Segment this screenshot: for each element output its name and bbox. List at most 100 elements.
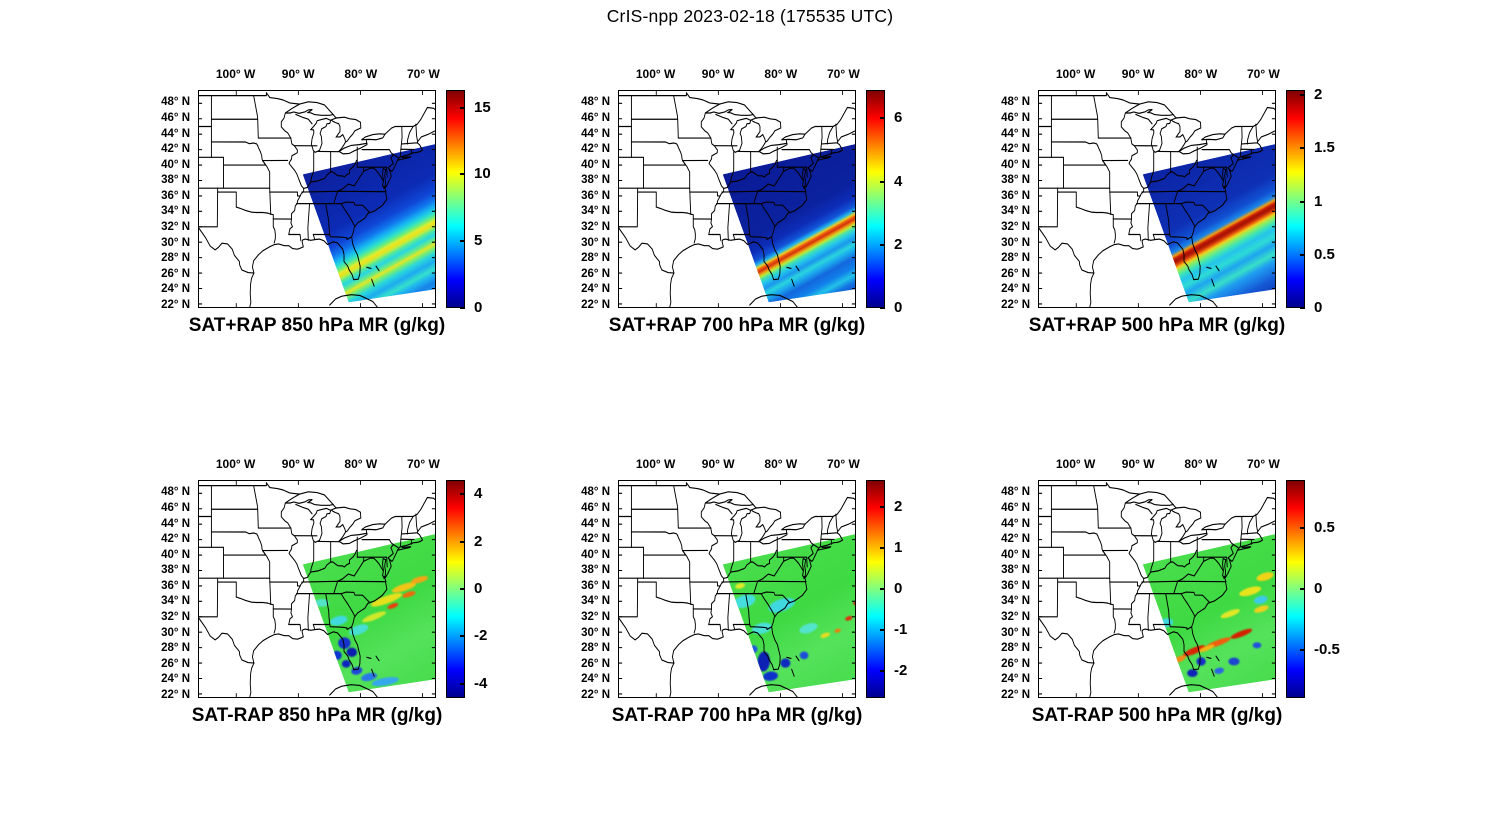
map-boundary-line (1178, 531, 1187, 542)
map-boundary-line (677, 535, 683, 552)
map-boundary-line (1237, 546, 1252, 551)
latitude-tick-label: 22° N (1001, 298, 1030, 311)
map-boundary-line (619, 227, 675, 274)
longitude-tick-label: 80° W (344, 67, 378, 81)
colorbar-tick-label: 0.5 (1314, 519, 1335, 537)
latitude-tick-label: 48° N (581, 96, 610, 109)
map-boundary-line (401, 532, 418, 535)
map-boundary-line (655, 206, 692, 215)
latitude-tick-label: 28° N (1001, 252, 1030, 265)
map-boundary-line (1109, 581, 1141, 587)
colorbar-tick-label: 0 (1314, 299, 1323, 316)
map-boundary-line (210, 531, 259, 537)
axis-tick-marks (199, 91, 435, 307)
lake-outline (1149, 507, 1172, 543)
latitude-tick-label: 36° N (581, 579, 610, 592)
map-boundary-line (723, 549, 778, 580)
latitude-tick-label: 36° N (161, 579, 190, 592)
lake-outline (758, 142, 788, 155)
map-boundary-line (1150, 151, 1155, 183)
panel-title: SAT+RAP 850 hPa MR (g/kg) (188, 315, 446, 336)
map-boundary-line (1226, 166, 1228, 178)
colorbar-tick-label: 2 (894, 235, 903, 253)
latitude-tick-label: 36° N (1001, 189, 1030, 202)
map-boundary-line (337, 560, 365, 582)
colorbar-tick-label: -2 (474, 627, 488, 645)
map-boundary-line (333, 580, 339, 595)
map-boundary-line (329, 623, 353, 631)
map-boundary-line (1222, 557, 1227, 578)
map-boundary-line (1109, 187, 1112, 215)
map-boundary-line (1222, 167, 1227, 188)
map-boundary-line (262, 550, 271, 579)
colorbar-tick-label: 6 (894, 109, 903, 127)
map-boundary-line (630, 531, 679, 537)
lake-outline (758, 532, 788, 545)
lake-outline (285, 491, 335, 506)
panel-sat-minus-rap-700: 100° W 90° W 80° W 70° W 48° N 46° N 44° N 42°… (550, 445, 930, 745)
latitude-tick-label: 42° N (1001, 143, 1030, 156)
map-boundary-line (392, 543, 399, 549)
latitude-tick-label: 22° N (581, 298, 610, 311)
map-axes (198, 90, 436, 308)
satellite-swath (302, 142, 435, 303)
latitude-tick-label: 30° N (1001, 236, 1030, 249)
map-boundary-line (386, 556, 388, 568)
longitude-tick-label: 90° W (701, 457, 735, 471)
axis-tick-marks (619, 91, 855, 307)
map-boundary-line (1180, 201, 1210, 213)
longitude-tick-label: 100° W (215, 457, 256, 471)
map-boundary-line (312, 623, 315, 630)
map-boundary-line (1110, 603, 1116, 634)
map-boundary-line (1128, 623, 1142, 632)
lake-outline (285, 101, 335, 116)
map-boundary-line (1240, 125, 1243, 157)
lake-outline (1125, 101, 1175, 116)
map-boundary-line (310, 541, 315, 573)
map-boundary-line (1089, 520, 1275, 697)
map-boundary-line (826, 515, 834, 535)
map-axes (618, 480, 856, 698)
map-boundary-line (730, 541, 735, 573)
map-boundary-line (1147, 593, 1151, 631)
map-boundary-line (400, 515, 403, 547)
latitude-tick-label: 40° N (1001, 158, 1030, 171)
map-boundary-line (1211, 278, 1215, 287)
map-boundary-line (752, 503, 757, 509)
lake-outline (729, 117, 752, 153)
map-boundary-line (708, 623, 722, 632)
map-boundary-line (835, 513, 838, 532)
map-boundary-line (783, 557, 804, 571)
map-boundary-line (753, 190, 759, 205)
map-boundary-line (280, 502, 292, 529)
map-boundary-line (1169, 684, 1218, 697)
map-boundary-line (821, 142, 838, 145)
map-boundary-line (332, 113, 337, 119)
map-boundary-line (303, 549, 358, 580)
map-boundary-line (1224, 106, 1275, 135)
map-boundary-line (806, 556, 808, 568)
longitude-tick-label: 100° W (635, 457, 676, 471)
latitude-tick-label: 28° N (581, 642, 610, 655)
map-boundary-line (1246, 125, 1254, 145)
map-boundary-line (1172, 113, 1177, 119)
latitude-tick-label: 24° N (1001, 673, 1030, 686)
latitude-tick-label: 44° N (161, 127, 190, 140)
axis-tick-marks (199, 481, 435, 697)
map-boundary-line (673, 95, 679, 139)
map-boundary-line (619, 617, 675, 664)
map-boundary-line (715, 503, 733, 515)
map-boundary-line (619, 581, 639, 618)
map-boundary-line (338, 531, 347, 542)
latitude-tick-label: 48° N (1001, 96, 1030, 109)
map-boundary-line (253, 95, 259, 139)
map-boundary-line (199, 581, 219, 618)
map-boundary-line (249, 520, 435, 697)
map-boundary-line (812, 153, 819, 159)
map-boundary-line (826, 125, 834, 145)
map-boundary-line (1147, 203, 1151, 241)
map-axes (1038, 90, 1276, 308)
map-boundary-line (257, 145, 263, 162)
map-boundary-line (295, 113, 313, 125)
map-plot (1039, 91, 1275, 307)
